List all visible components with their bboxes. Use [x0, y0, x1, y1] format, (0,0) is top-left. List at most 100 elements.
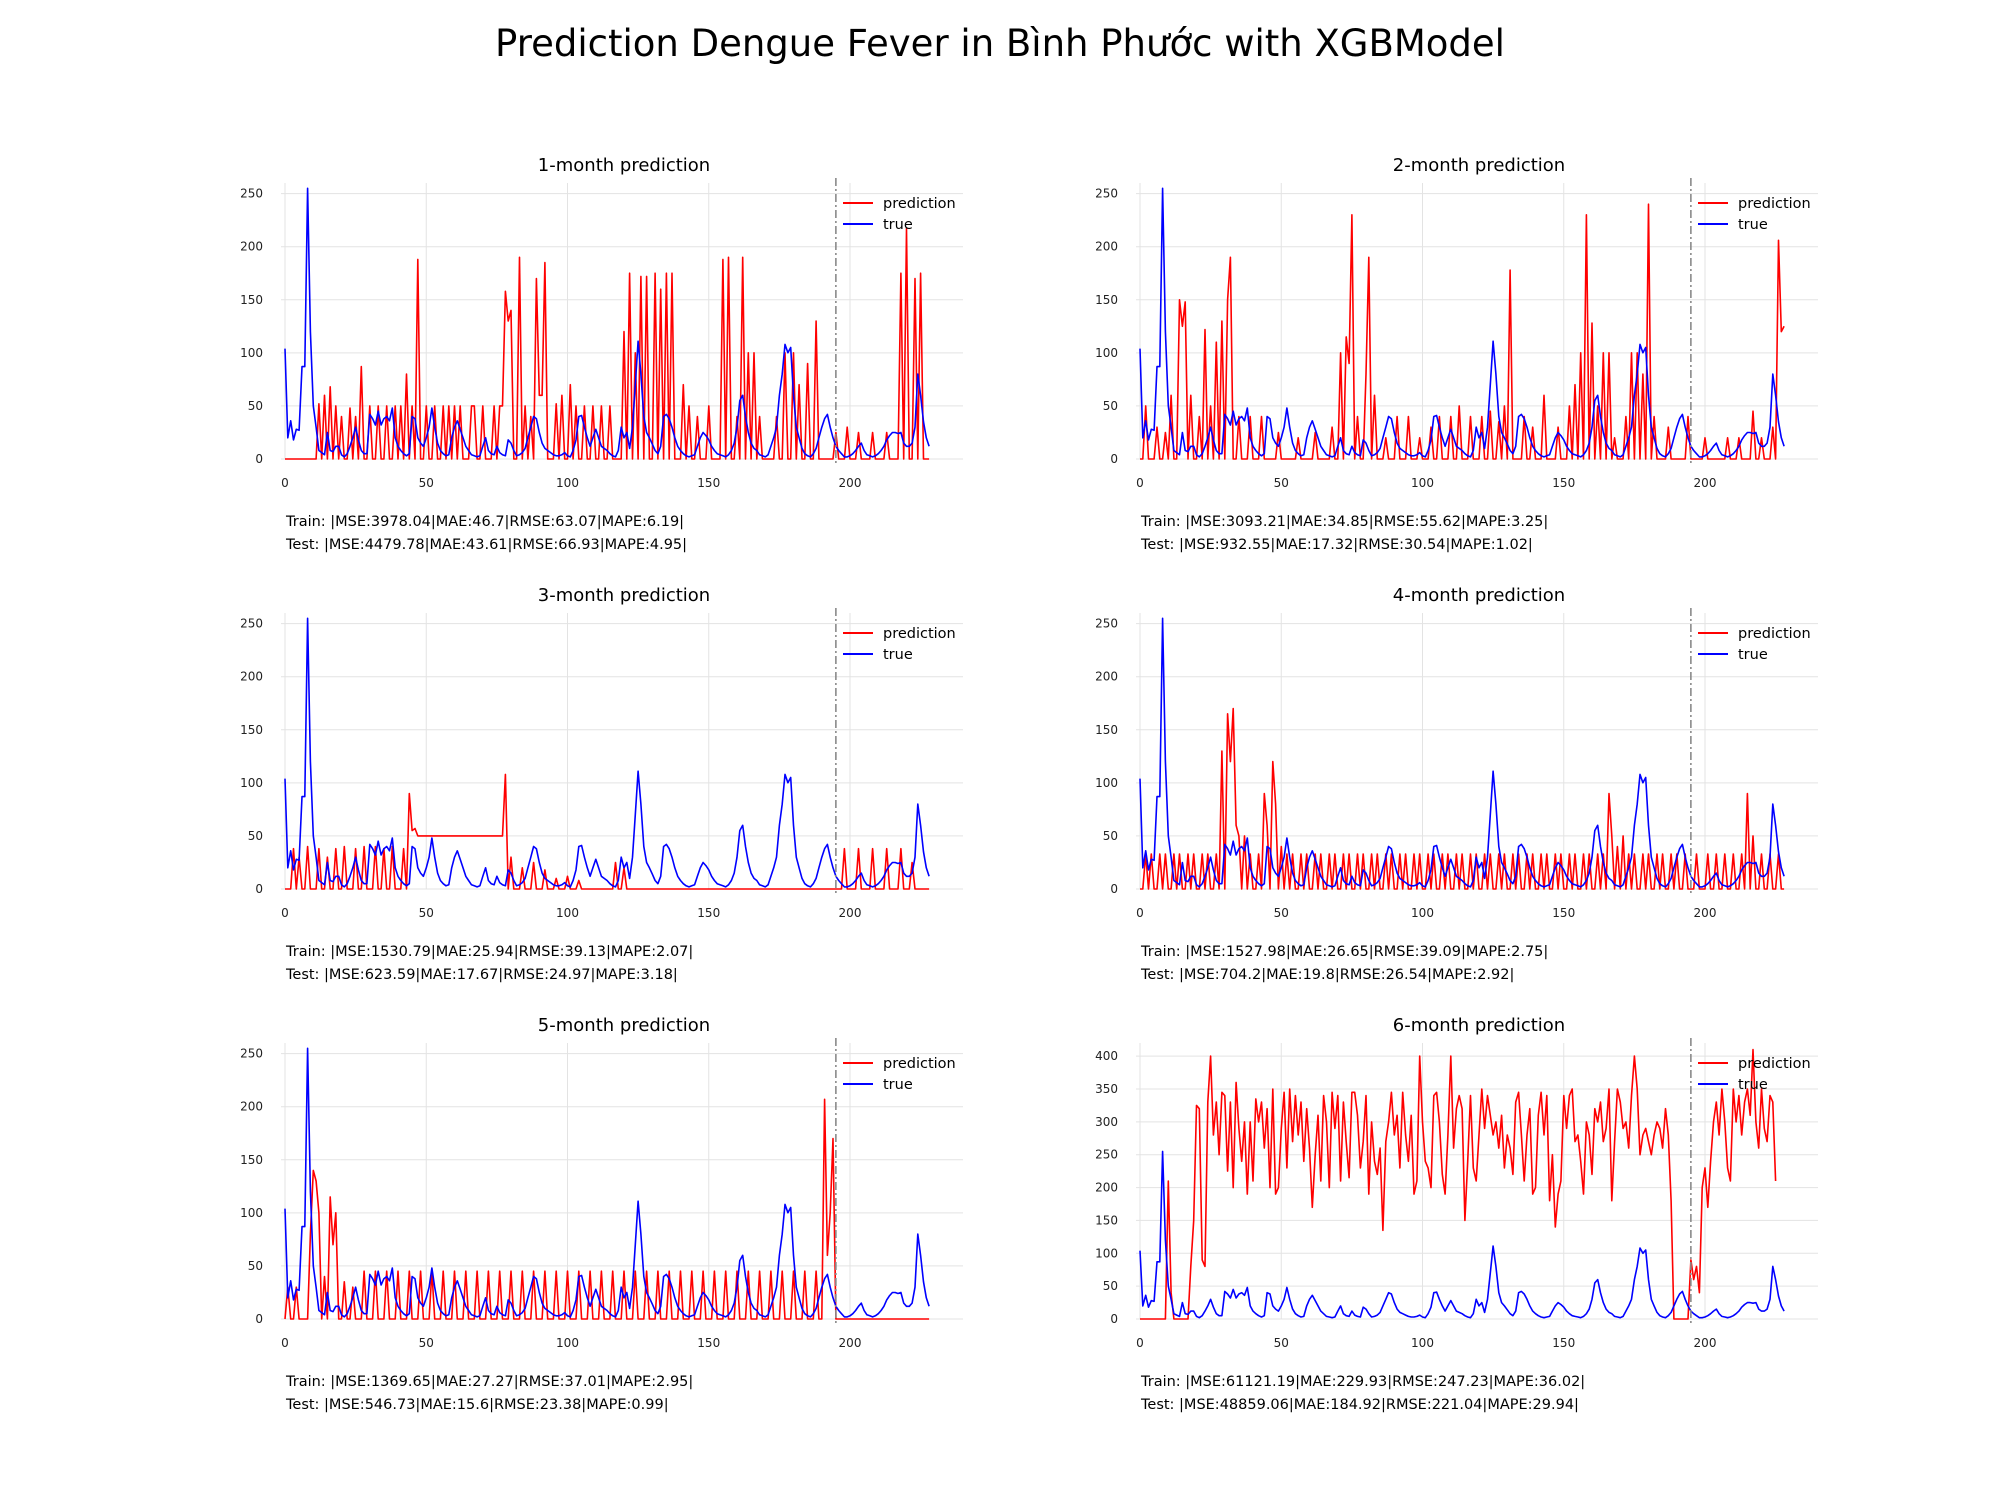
x-tick-label: 150	[1552, 476, 1575, 490]
y-tick-label: 200	[1095, 240, 1118, 254]
y-tick-label: 50	[248, 399, 263, 413]
y-tick-label: 50	[248, 1259, 263, 1273]
chart-title: 4-month prediction	[1393, 585, 1565, 606]
y-tick-label: 0	[255, 1312, 263, 1326]
x-tick-label: 100	[556, 906, 579, 920]
train-metrics: Train: |MSE:61121.19|MAE:229.93|RMSE:247…	[1141, 1374, 1586, 1390]
x-tick-label: 0	[1136, 906, 1144, 920]
y-tick-label: 400	[1095, 1049, 1118, 1063]
true-line	[284, 1047, 930, 1318]
train-metrics: Train: |MSE:3978.04|MAE:46.7|RMSE:63.07|…	[286, 514, 685, 530]
x-tick-label: 50	[419, 906, 434, 920]
x-tick-label: 50	[1274, 476, 1289, 490]
y-tick-label: 250	[240, 187, 263, 201]
x-tick-label: 150	[697, 906, 720, 920]
train-metrics: Train: |MSE:1530.79|MAE:25.94|RMSE:39.13…	[286, 944, 694, 960]
prediction-line	[284, 1098, 930, 1320]
y-tick-label: 200	[240, 670, 263, 684]
legend-prediction-label: prediction	[1738, 626, 1811, 642]
legend-prediction-label: prediction	[1738, 1056, 1811, 1072]
legend-true-label: true	[1738, 647, 1768, 663]
prediction-line	[1140, 707, 1785, 890]
chart-title: 3-month prediction	[538, 585, 710, 606]
test-metrics: Test: |MSE:4479.78|MAE:43.61|RMSE:66.93|…	[286, 537, 688, 553]
figure-title: Prediction Dengue Fever in Bình Phước wi…	[495, 22, 1505, 65]
y-tick-label: 100	[240, 776, 263, 790]
legend-true-label: true	[883, 217, 913, 233]
legend-true-label: true	[883, 647, 913, 663]
y-tick-label: 0	[1110, 452, 1118, 466]
x-tick-label: 100	[1411, 1336, 1434, 1350]
test-metrics: Test: |MSE:623.59|MAE:17.67|RMSE:24.97|M…	[286, 967, 678, 983]
test-metrics: Test: |MSE:546.73|MAE:15.6|RMSE:23.38|MA…	[286, 1397, 669, 1413]
y-tick-label: 100	[240, 346, 263, 360]
y-tick-label: 150	[240, 1153, 263, 1167]
y-tick-label: 200	[1095, 670, 1118, 684]
train-metrics: Train: |MSE:1527.98|MAE:26.65|RMSE:39.09…	[1141, 944, 1549, 960]
x-tick-label: 200	[839, 1336, 862, 1350]
x-tick-label: 0	[1136, 476, 1144, 490]
chart-4-month: 4-month prediction 0 50 100 150 200 0 50 100 150 2…	[1095, 585, 1818, 920]
x-tick-label: 200	[1694, 476, 1717, 490]
x-tick-label: 0	[1136, 1336, 1144, 1350]
y-tick-label: 0	[1110, 1312, 1118, 1326]
legend-true-label: true	[1738, 217, 1768, 233]
panel-4-month: 4-month prediction 0 50 100 150 200 0 50 100 150 2…	[1060, 578, 1950, 998]
y-tick-label: 200	[240, 240, 263, 254]
true-line	[1139, 187, 1785, 458]
y-tick-label: 150	[1095, 723, 1118, 737]
true-line	[284, 617, 930, 888]
y-tick-label: 150	[1095, 1213, 1118, 1227]
chart-title: 5-month prediction	[538, 1015, 710, 1036]
y-tick-label: 150	[240, 723, 263, 737]
legend-true-label: true	[1738, 1077, 1768, 1093]
x-tick-label: 200	[1694, 906, 1717, 920]
legend-prediction-label: prediction	[1738, 196, 1811, 212]
y-tick-label: 150	[1095, 293, 1118, 307]
x-tick-label: 50	[1274, 906, 1289, 920]
y-tick-label: 0	[255, 452, 263, 466]
x-tick-label: 150	[1552, 906, 1575, 920]
chart-3-month: 3-month prediction 0 50 100 150 200 0 50 100 150 2…	[240, 585, 963, 920]
x-tick-label: 100	[556, 1336, 579, 1350]
x-tick-label: 200	[839, 476, 862, 490]
panel-6-month: 6-month prediction 0 50 100 150 200 0 50 100 150 2…	[1060, 1008, 1950, 1428]
x-tick-label: 150	[697, 476, 720, 490]
y-tick-label: 100	[1095, 346, 1118, 360]
y-tick-label: 250	[240, 617, 263, 631]
y-tick-label: 50	[1103, 399, 1118, 413]
y-tick-label: 50	[248, 829, 263, 843]
legend-true-label: true	[883, 1077, 913, 1093]
true-line	[1139, 617, 1785, 888]
y-tick-label: 350	[1095, 1082, 1118, 1096]
prediction-line	[1140, 1048, 1777, 1320]
y-tick-label: 100	[1095, 1246, 1118, 1260]
chart-6-month: 6-month prediction 0 50 100 150 200 0 50 100 150 2…	[1095, 1015, 1818, 1350]
test-metrics: Test: |MSE:48859.06|MAE:184.92|RMSE:221.…	[1141, 1397, 1579, 1413]
legend-prediction-label: prediction	[883, 626, 956, 642]
x-tick-label: 150	[697, 1336, 720, 1350]
test-metrics: Test: |MSE:704.2|MAE:19.8|RMSE:26.54|MAP…	[1141, 967, 1515, 983]
y-tick-label: 100	[1095, 776, 1118, 790]
x-tick-label: 100	[556, 476, 579, 490]
y-tick-label: 300	[1095, 1115, 1118, 1129]
prediction-line	[285, 227, 930, 460]
true-line	[1139, 1150, 1785, 1319]
y-tick-label: 0	[255, 882, 263, 896]
chart-title: 6-month prediction	[1393, 1015, 1565, 1036]
y-tick-label: 200	[1095, 1181, 1118, 1195]
panel-3-month: 3-month prediction 0 50 100 150 200 0 50 100 150 2…	[205, 578, 1095, 998]
x-tick-label: 0	[281, 1336, 289, 1350]
chart-5-month: 5-month prediction 0 50 100 150 200 0 50 100 150 2…	[240, 1015, 963, 1350]
y-tick-label: 150	[240, 293, 263, 307]
x-tick-label: 100	[1411, 476, 1434, 490]
y-tick-label: 200	[240, 1100, 263, 1114]
x-tick-label: 100	[1411, 906, 1434, 920]
panel-2-month: 2-month prediction 0 50 100 150 200 0 50 100 150 2…	[1060, 148, 1950, 568]
panel-5-month: 5-month prediction 0 50 100 150 200 0 50 100 150 2…	[205, 1008, 1095, 1428]
true-line	[284, 187, 930, 458]
y-tick-label: 100	[240, 1206, 263, 1220]
chart-1-month: 1-month prediction 0 50 100 150 200 0 50 100 150 2…	[240, 155, 963, 490]
x-tick-label: 150	[1552, 1336, 1575, 1350]
train-metrics: Train: |MSE:3093.21|MAE:34.85|RMSE:55.62…	[1141, 514, 1549, 530]
